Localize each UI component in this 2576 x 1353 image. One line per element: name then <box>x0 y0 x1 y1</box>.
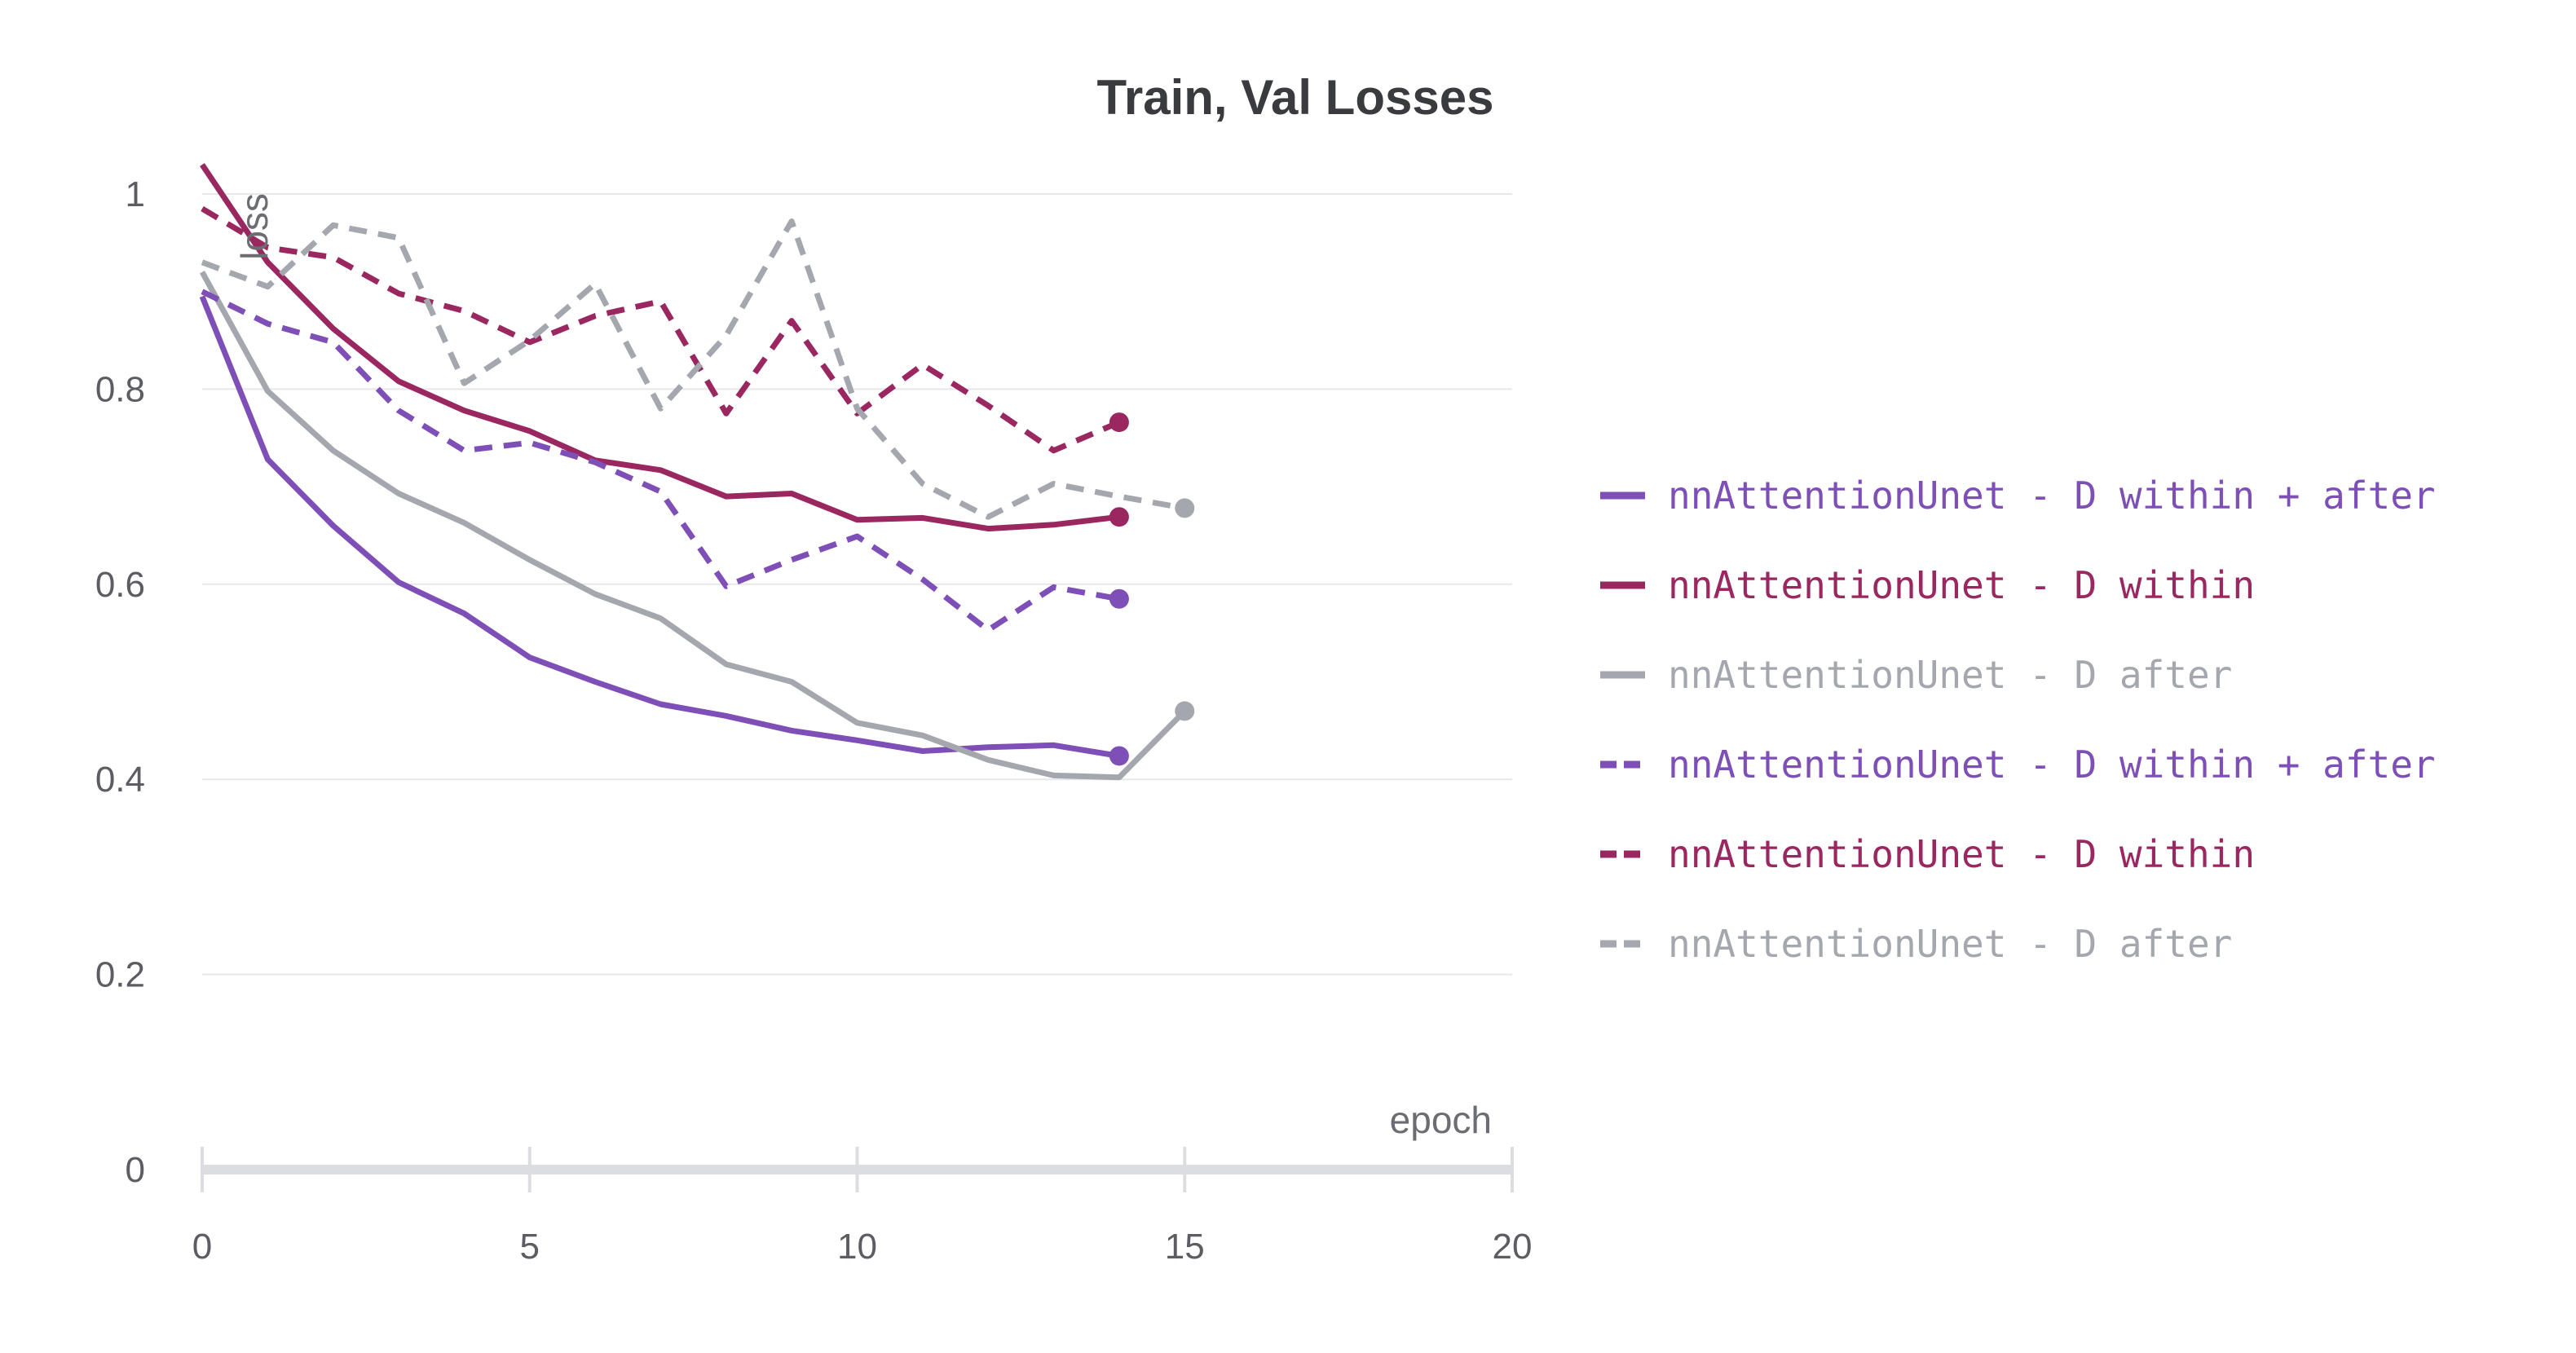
tick-labels: 00.20.40.60.810 5 10 15 20 <box>95 174 1533 1267</box>
y-tick-label: 0.8 <box>95 369 145 409</box>
series-end-marker <box>1175 498 1195 518</box>
x-tick-label: 20 <box>1493 1227 1533 1267</box>
chart-title: Train, Val Losses <box>1097 70 1494 125</box>
y-tick-label: 0.4 <box>95 760 145 800</box>
y-tick-label: 0 <box>126 1150 145 1190</box>
y-tick-label: 0.2 <box>95 955 145 995</box>
x-tick-label: 0 <box>192 1227 212 1267</box>
x-axis <box>201 1147 1514 1192</box>
series-line-val-5 <box>201 218 1185 520</box>
series-line-train-2 <box>199 271 1187 781</box>
series-line-val-4 <box>201 205 1121 454</box>
y-axis-label: loss <box>233 193 276 260</box>
series-end-marker <box>1109 746 1129 766</box>
series-end-marker <box>1109 412 1129 433</box>
legend-label: nnAttentionUnet - D after <box>1668 653 2232 697</box>
series-line-val-3 <box>201 289 1120 633</box>
y-tick-label: 1 <box>126 174 145 214</box>
legend-label: nnAttentionUnet - D within <box>1668 563 2255 607</box>
legend-label: nnAttentionUnet - D after <box>1668 922 2232 966</box>
legend-label: nnAttentionUnet - D within <box>1668 832 2255 876</box>
series-end-marker <box>1175 701 1195 721</box>
x-tick-label: 15 <box>1165 1227 1205 1267</box>
legend-label: nnAttentionUnet - D within + after <box>1668 743 2436 787</box>
x-tick-label: 5 <box>520 1227 540 1267</box>
x-axis-label: epoch <box>1390 1099 1492 1141</box>
y-tick-label: 0.6 <box>95 565 145 605</box>
series-end-marker <box>1109 588 1129 609</box>
series-line-train-1 <box>200 163 1120 532</box>
series-lines <box>199 163 1195 781</box>
series-end-marker <box>1109 507 1129 527</box>
series-line-train-0 <box>199 295 1120 759</box>
legend: nnAttentionUnet - D within + after nnAtte… <box>1600 474 2436 966</box>
legend-label: nnAttentionUnet - D within + after <box>1668 474 2436 518</box>
x-tick-label: 10 <box>837 1227 877 1267</box>
